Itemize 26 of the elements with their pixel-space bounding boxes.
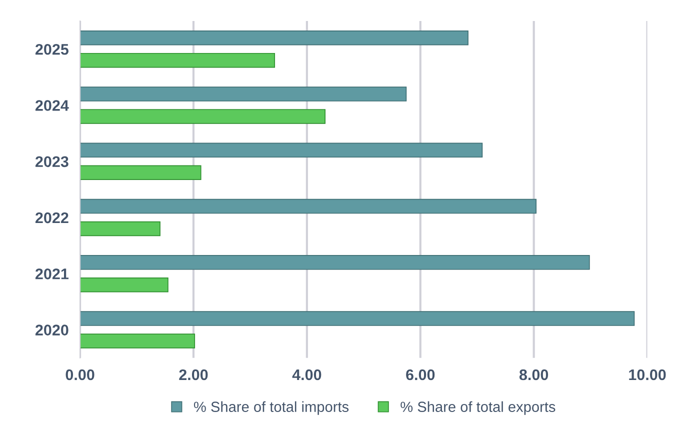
y-tick-label: 2022 — [35, 212, 68, 224]
x-tick-label: 6.00 — [406, 369, 435, 380]
y-tick-label: 2020 — [35, 324, 68, 336]
bar — [80, 86, 407, 102]
x-tick-label: 8.00 — [519, 369, 548, 380]
bar — [80, 109, 326, 124]
bar — [80, 311, 635, 326]
bar — [80, 165, 202, 180]
y-tick-label: 2021 — [35, 268, 69, 280]
legend-label: % Share of total imports — [194, 401, 349, 415]
bar — [80, 334, 196, 348]
x-tick-label: 10.00 — [629, 369, 666, 380]
x-tick-label: 2.00 — [179, 369, 208, 380]
y-tick-label: 2025 — [35, 44, 69, 55]
legend-label: % Share of total exports — [400, 401, 556, 415]
bar — [80, 52, 276, 68]
bar — [80, 255, 590, 270]
y-tick-label: 2023 — [35, 156, 68, 168]
bar — [80, 277, 168, 292]
y-tick-label: 2024 — [35, 100, 69, 111]
bar — [80, 30, 468, 46]
x-tick-label: 4.00 — [292, 369, 322, 380]
bar — [80, 221, 160, 236]
bar — [80, 198, 537, 214]
bar — [80, 142, 483, 158]
x-tick-label: 0.00 — [66, 369, 94, 380]
